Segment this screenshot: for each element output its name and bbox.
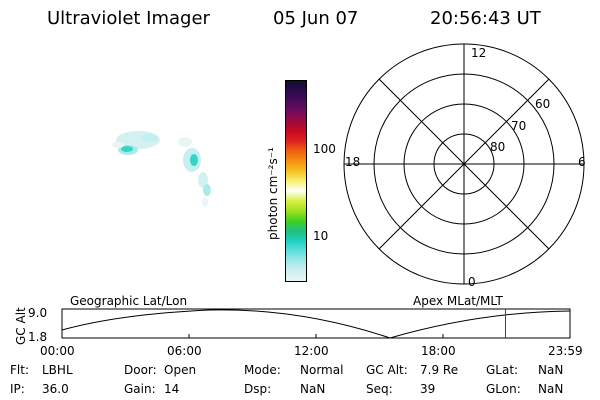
xtick-1200: 12:00 [294,344,329,358]
xtick-2359: 23:59 [548,344,583,358]
status-value-row2-3: 39 [420,382,436,396]
colorbar-tick-100: 100 [313,142,336,156]
colorbar [285,80,307,282]
status-value-row2-2: NaN [300,382,326,396]
status-value-row2-1: 14 [164,382,180,396]
instrument-title: Ultraviolet Imager [47,8,210,29]
time-label: 20:56:43 UT [430,8,541,29]
mlat-label-60: 60 [535,97,551,111]
status-key-row1-0: Flt: [10,363,29,377]
xtick-0000: 00:00 [40,344,75,358]
status-key-row2-4: GLon: [486,382,521,396]
xtick-0600: 06:00 [167,344,202,358]
status-value-row1-2: Normal [300,363,344,377]
colorbar-tick-10: 10 [313,229,329,243]
mlt-label-6: 6 [578,155,586,169]
status-key-row2-0: IP: [10,382,25,396]
status-key-row1-1: Door: [124,363,157,377]
status-value-row2-4: NaN [538,382,564,396]
mlt-label-0: 0 [468,275,476,289]
mlt-label-18: 18 [345,155,361,169]
mlat-label-70: 70 [511,119,527,133]
apex-title: Apex MLat/MLT [413,294,503,308]
status-value-row1-4: NaN [538,363,564,377]
status-value-row1-3: 7.9 Re [420,363,459,377]
status-key-row2-3: Seq: [366,382,393,396]
status-key-row2-1: Gain: [124,382,156,396]
geographic-title: Geographic Lat/Lon [70,294,188,308]
status-key-row1-4: GLat: [486,363,519,377]
date-label: 05 Jun 07 [273,8,359,29]
status-key-row2-2: Dsp: [244,382,272,396]
ytick-1-8: 1.8 [28,330,48,344]
status-key-row1-2: Mode: [244,363,281,377]
status-value-row1-1: Open [164,363,197,377]
status-value-row2-0: 36.0 [42,382,69,396]
ytick-9: 9.0 [28,306,48,320]
xtick-1800: 18:00 [421,344,456,358]
status-key-row1-3: GC Alt: [366,363,408,377]
mlt-label-12: 12 [471,46,487,60]
mlat-label-80: 80 [490,140,506,154]
status-value-row1-0: LBHL [42,363,73,377]
